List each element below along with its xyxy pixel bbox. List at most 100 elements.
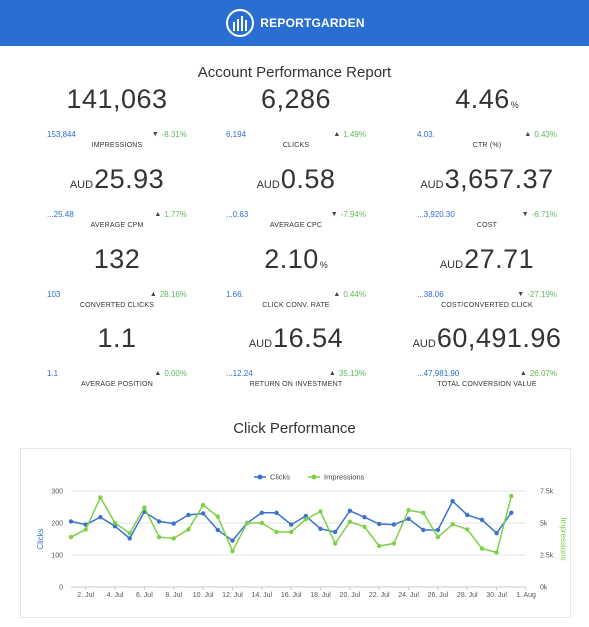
metric-change: ▲ 26.07% bbox=[520, 369, 557, 378]
metric-comparison-row: ...47,981.90 ▲ 26.07% bbox=[417, 367, 557, 379]
logo-text: REPORTGARDEN bbox=[260, 16, 365, 30]
metric-total-conversion-value: AUD 60,491.96 ...47,981.90 ▲ 26.07% TOTAL CON… bbox=[413, 323, 561, 388]
metric-change-percent: 28.16% bbox=[159, 289, 187, 299]
data-point-impressions bbox=[142, 505, 147, 510]
report-title: Account Performance Report bbox=[197, 64, 392, 81]
data-point-impressions bbox=[127, 531, 132, 536]
legend-clicks-label: Clicks bbox=[270, 473, 290, 482]
metric-label: AVERAGE POSITION bbox=[81, 381, 153, 388]
y-left-tick-label: 100 bbox=[51, 553, 63, 560]
data-point-clicks bbox=[465, 512, 470, 518]
x-tick-label: 18. Jul bbox=[310, 592, 331, 599]
data-point-impressions bbox=[259, 520, 264, 526]
metric-label: CLICKS bbox=[282, 142, 310, 149]
x-tick-label: 1. Aug bbox=[516, 592, 536, 599]
data-point-clicks bbox=[259, 510, 264, 515]
chart-title: Click Performance bbox=[233, 420, 356, 437]
metric-ctr: 4.46% 4.03. ▲ 0.43% CTR (%) bbox=[417, 84, 557, 149]
metric-previous-value: 4.03. bbox=[417, 129, 435, 139]
metric-label: CTR (%) bbox=[472, 142, 502, 149]
data-point-impressions bbox=[494, 550, 499, 555]
triangle-down-icon: ▼ bbox=[151, 130, 159, 138]
metric-label: CLICK CONV. RATE bbox=[262, 302, 330, 309]
data-point-impressions bbox=[186, 527, 191, 532]
triangle-up-icon: ▲ bbox=[333, 290, 341, 298]
metric-label: AVERAGE CPM bbox=[90, 222, 144, 229]
metric-change-percent: 0.00% bbox=[164, 368, 187, 378]
metric-comparison-row: 1.66. ▲ 0.44% bbox=[226, 288, 366, 300]
data-point-clicks bbox=[68, 519, 74, 524]
metric-return-on-investment: AUD 16.54 ...12.24 ▲ 35.13% RETURN ON INVESTM… bbox=[226, 323, 366, 388]
metric-value-row: AUD 0.58 bbox=[226, 164, 366, 204]
data-point-impressions bbox=[171, 536, 176, 541]
x-tick-label: 26. Jul bbox=[428, 592, 449, 599]
metric-previous-value: 103 bbox=[47, 289, 61, 299]
reportgarden-logo[interactable]: REPORTGARDEN bbox=[224, 7, 365, 39]
metric-change-percent: 35.13% bbox=[338, 368, 366, 378]
data-point-clicks bbox=[274, 510, 279, 515]
metric-value: 3,657.37 bbox=[444, 164, 554, 194]
metric-change: ▲ 35.13% bbox=[329, 369, 366, 378]
data-point-clicks bbox=[509, 510, 514, 515]
data-point-clicks bbox=[98, 515, 103, 520]
x-tick-label: 10. Jul bbox=[193, 592, 214, 599]
metric-comparison-row: ...38.06 ▼ -27.19% bbox=[417, 288, 557, 300]
metric-cost-converted-click: AUD 27.71 ...38.06 ▼ -27.19% COST/CONVERTED C… bbox=[417, 244, 557, 309]
metric-change: ▼ -8.31% bbox=[152, 130, 187, 139]
metric-value-row: AUD 25.93 bbox=[47, 164, 187, 204]
metric-value: 1.1 bbox=[97, 323, 137, 353]
metric-value-row: 141,063 bbox=[47, 84, 187, 124]
metric-comparison-row: 6,194 ▲ 1.49% bbox=[226, 128, 366, 140]
metric-change-percent: -8.31% bbox=[161, 129, 187, 139]
metric-change: ▲ 1.49% bbox=[333, 130, 366, 139]
metric-average-cpm: AUD 25.93 ...25.48 ▲ 1.77% AVERAGE CPM bbox=[47, 164, 187, 229]
x-tick-label: 8. Jul bbox=[165, 592, 182, 599]
metric-comparison-row: ...12.24 ▲ 35.13% bbox=[226, 367, 366, 379]
data-point-clicks bbox=[303, 513, 308, 519]
metric-change-percent: 0.43% bbox=[534, 129, 557, 139]
metric-change: ▼ -27.19% bbox=[517, 290, 557, 299]
metric-converted-clicks: 132 103 ▲ 28.16% CONVERTED CLICKS bbox=[47, 244, 187, 309]
click-performance-chart: 0 100 200 300 0k 2.5k 5k 7.5k Clicks Impressions 2… bbox=[20, 448, 571, 618]
triangle-up-icon: ▲ bbox=[328, 369, 336, 377]
data-point-impressions bbox=[200, 502, 206, 508]
triangle-down-icon: ▼ bbox=[521, 210, 529, 218]
metric-change: ▲ 0.00% bbox=[154, 369, 187, 378]
data-point-clicks bbox=[435, 527, 441, 533]
data-point-impressions bbox=[289, 529, 294, 535]
metric-value: 141,063 bbox=[66, 84, 168, 114]
y-right-tick-label: 2.5k bbox=[540, 553, 554, 560]
legend-clicks-marker bbox=[257, 474, 263, 480]
metric-value-row: AUD 16.54 bbox=[226, 323, 366, 363]
data-point-impressions bbox=[391, 541, 397, 546]
metric-currency: AUD bbox=[256, 179, 280, 191]
metric-currency: AUD bbox=[69, 179, 94, 191]
metric-value-row: AUD 27.71 bbox=[417, 244, 557, 284]
metric-value-row: 6,286 bbox=[226, 84, 366, 124]
data-point-clicks bbox=[377, 521, 382, 527]
metric-change-percent: -7.94% bbox=[340, 209, 366, 219]
x-tick-label: 24. Jul bbox=[398, 592, 419, 599]
metric-label: TOTAL CONVERSION VALUE bbox=[437, 381, 537, 388]
data-point-clicks bbox=[200, 511, 206, 516]
data-point-clicks bbox=[479, 517, 485, 522]
x-tick-label: 16. Jul bbox=[281, 592, 302, 599]
metric-label: RETURN ON INVESTMENT bbox=[249, 381, 343, 388]
data-point-impressions bbox=[230, 549, 235, 554]
metric-comparison-row: 103 ▲ 28.16% bbox=[47, 288, 187, 300]
x-tick-label: 2. Jul bbox=[77, 592, 94, 599]
data-point-impressions bbox=[303, 517, 308, 522]
data-point-clicks bbox=[421, 527, 426, 533]
data-point-impressions bbox=[509, 493, 514, 499]
data-point-clicks bbox=[347, 508, 353, 513]
y-left-tick-label: 200 bbox=[51, 521, 63, 528]
metric-value-row: AUD 60,491.96 bbox=[413, 323, 561, 363]
metric-value-row: 1.1 bbox=[47, 323, 187, 363]
metric-change-percent: 0.44% bbox=[343, 289, 366, 299]
metric-change: ▲ 0.44% bbox=[333, 290, 366, 299]
data-point-impressions bbox=[68, 534, 74, 540]
metric-previous-value: 1.66. bbox=[226, 289, 244, 299]
data-point-clicks bbox=[215, 527, 220, 533]
triangle-up-icon: ▲ bbox=[149, 290, 157, 298]
metric-currency: AUD bbox=[439, 259, 464, 271]
